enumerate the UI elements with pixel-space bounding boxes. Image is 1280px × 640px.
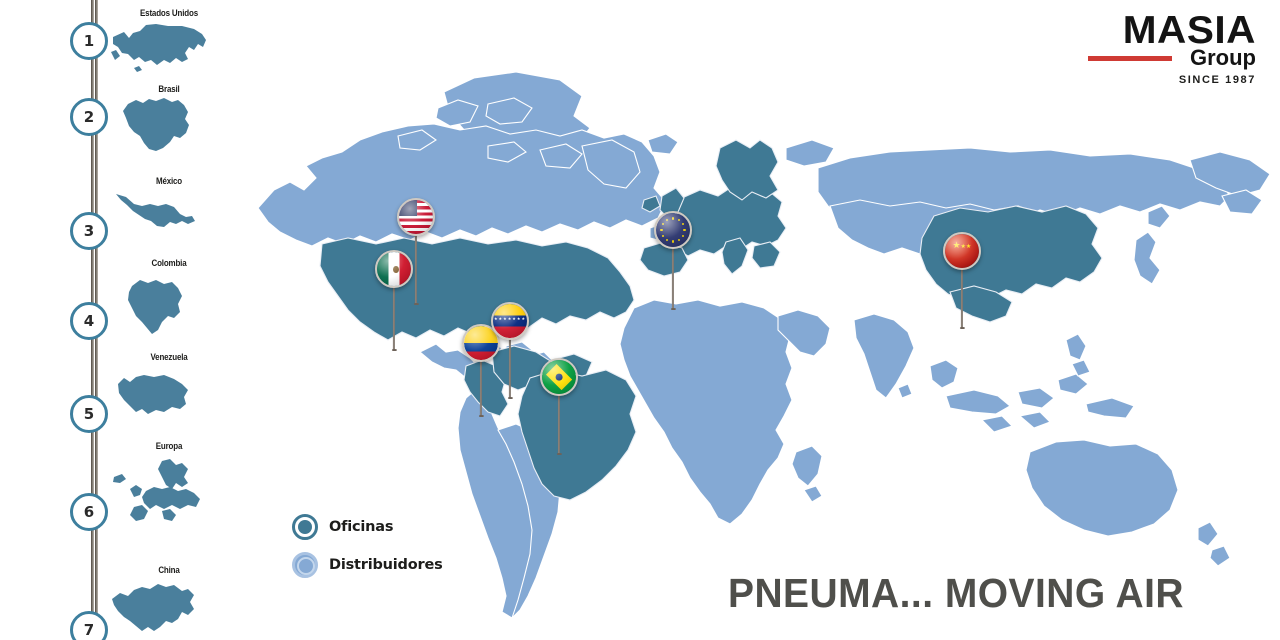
step-label-5: Venezuela xyxy=(150,352,188,363)
world-map: ★★★★★★★ xyxy=(230,0,1280,640)
map-pin-europa[interactable] xyxy=(654,211,692,310)
step-label-6: Europa xyxy=(155,441,183,452)
map-pin-estados-unidos[interactable] xyxy=(397,198,435,305)
us-flag-icon xyxy=(397,198,435,236)
step-number-1[interactable]: 1 xyxy=(70,22,108,60)
br-flag-icon xyxy=(540,358,578,396)
tagline: PNEUMA... MOVING AIR xyxy=(728,570,1184,616)
map-pin-brasil[interactable] xyxy=(540,358,578,455)
cn-flag-icon: ★★★ xyxy=(943,232,981,270)
step-number-6[interactable]: 6 xyxy=(70,493,108,531)
step-label-1: Estados Unidos xyxy=(140,8,198,19)
step-number-5[interactable]: 5 xyxy=(70,395,108,433)
step-label-2: Brasil xyxy=(158,84,180,95)
step-number-7[interactable]: 7 xyxy=(70,611,108,640)
logo-middle-row: Group xyxy=(1084,47,1256,72)
map-legend: Oficinas Distribuidores xyxy=(292,508,443,584)
ring-circle-icon xyxy=(292,552,318,578)
map-pin-mexico[interactable] xyxy=(375,250,413,351)
step-number-4[interactable]: 4 xyxy=(70,302,108,340)
venezuela-shape-icon xyxy=(112,368,194,424)
legend-item-oficinas[interactable]: Oficinas xyxy=(292,508,443,546)
logo-subwordmark: Group xyxy=(1190,45,1256,71)
masia-group-logo[interactable]: MASIA Group SINCE 1987 xyxy=(1084,11,1256,87)
filled-circle-icon xyxy=(292,514,318,540)
colombia-shape-icon xyxy=(118,272,190,338)
brazil-shape-icon xyxy=(116,94,196,156)
legend-label-distribuidores: Distribuidores xyxy=(329,557,443,573)
legend-label-oficinas: Oficinas xyxy=(329,519,394,535)
logo-since-text: SINCE 1987 xyxy=(1178,74,1256,87)
logo-wordmark: MASIA xyxy=(1122,9,1256,52)
map-pin-venezuela[interactable]: ★★★★★★★ xyxy=(491,302,529,399)
usa-shape-icon xyxy=(110,20,210,76)
china-shape-icon xyxy=(108,579,200,639)
mx-flag-icon xyxy=(375,250,413,288)
step-number-2[interactable]: 2 xyxy=(70,98,108,136)
legend-item-distribuidores[interactable]: Distribuidores xyxy=(292,546,443,584)
mexico-shape-icon xyxy=(112,190,198,242)
step-label-3: México xyxy=(155,176,183,187)
country-timeline-sidebar: Estados Unidos 1 Brasil 2 México xyxy=(0,0,230,640)
step-label-7: China xyxy=(158,565,180,576)
step-label-4: Colombia xyxy=(151,258,187,269)
eu-flag-icon xyxy=(654,211,692,249)
ve-flag-icon: ★★★★★★★ xyxy=(491,302,529,340)
logo-red-bar xyxy=(1088,56,1172,62)
europe-shape-icon xyxy=(100,455,216,527)
step-number-3[interactable]: 3 xyxy=(70,212,108,250)
map-pin-china[interactable]: ★★★ xyxy=(943,232,981,329)
